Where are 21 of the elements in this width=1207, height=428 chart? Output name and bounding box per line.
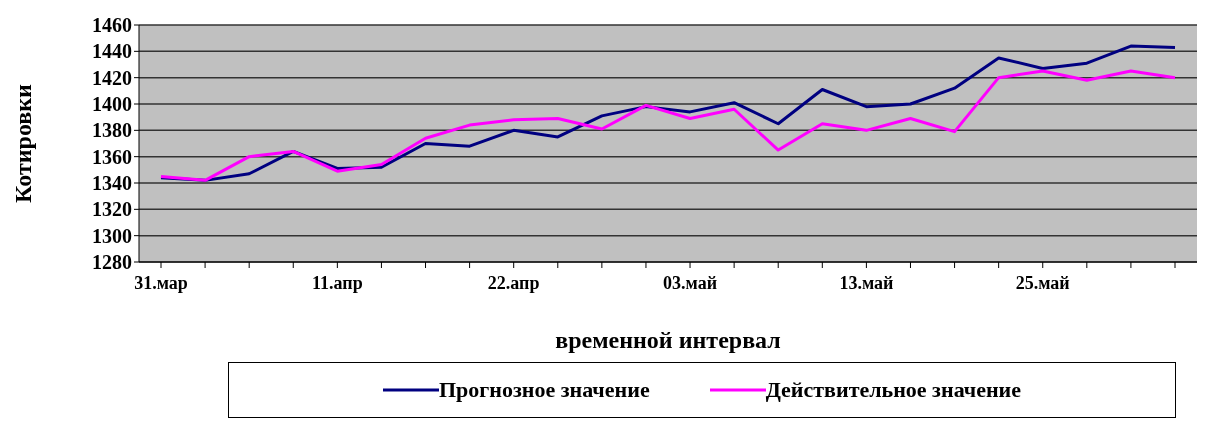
- y-tick-label: 1300: [92, 224, 132, 247]
- y-tick-label: 1420: [92, 66, 132, 89]
- y-tick-label: 1400: [92, 93, 132, 116]
- y-axis-title: Котировки: [9, 83, 36, 203]
- y-tick-label: 1280: [92, 251, 132, 274]
- x-tick-label: 13.май: [839, 272, 894, 293]
- x-axis-title: временной интервал: [555, 327, 781, 353]
- x-tick-label: 22.апр: [487, 272, 540, 293]
- x-tick-label: 31.мар: [134, 272, 188, 293]
- line-series: [159, 69, 1177, 182]
- x-tick-label: 03.май: [663, 272, 718, 293]
- y-tick-label: 1340: [92, 172, 132, 195]
- y-tick-label: 1460: [92, 14, 132, 37]
- y-tick-label: 1440: [92, 40, 132, 63]
- y-tick-label: 1380: [92, 119, 132, 142]
- x-tick-label: 25.май: [1015, 272, 1070, 293]
- y-tick-label: 1320: [92, 198, 132, 221]
- legend-label: Действительное значение: [765, 377, 1022, 403]
- x-tick-label: 11.апр: [312, 272, 363, 293]
- y-tick-label: 1360: [92, 145, 132, 168]
- legend-label: Прогнозное значение: [438, 377, 650, 403]
